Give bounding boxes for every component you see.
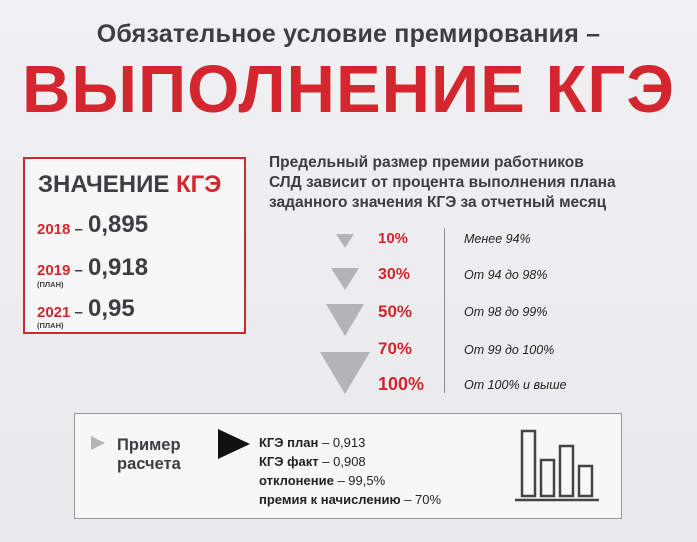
kge-row-year: 2019 – <box>37 262 83 279</box>
example-value: – 0,913 <box>321 435 366 450</box>
kge-value: 0,95 <box>88 295 135 322</box>
black-triangle-arrow-icon <box>218 429 250 459</box>
completion-range: От 98 до 99% <box>464 305 548 319</box>
example-key: отклонение <box>259 473 334 488</box>
year-dash: – <box>74 262 83 279</box>
example-key: КГЭ план <box>259 435 319 450</box>
kge-value: 0,918 <box>88 254 149 281</box>
description-line: заданного значения КГЭ за отчетный месяц <box>269 194 607 211</box>
example-line: КГЭ план – 0,913 <box>259 435 365 450</box>
description-line: СЛД зависит от процента выполнения плана <box>269 174 616 191</box>
small-triangle-arrow-icon <box>91 436 105 450</box>
completion-range: От 94 до 98% <box>464 268 548 282</box>
year-label: 2019 <box>37 262 71 279</box>
divider <box>444 228 445 393</box>
triangle-icon <box>336 234 354 248</box>
bonus-description: Предельный размер премии работников СЛД … <box>269 153 689 213</box>
year-label: 2021 <box>37 304 71 321</box>
bonus-percent: 10% <box>378 230 409 247</box>
bonus-percent: 70% <box>378 339 413 358</box>
year-dash: – <box>74 221 83 238</box>
completion-range: Менее 94% <box>464 232 531 246</box>
triangle-icon <box>326 304 364 336</box>
example-value: – 70% <box>404 492 442 507</box>
example-line: премия к начислению – 70% <box>259 492 441 507</box>
kge-row-year: 2018 – <box>37 221 83 238</box>
page-title: ВЫПОЛНЕНИЕ КГЭ <box>21 52 676 127</box>
kge-heading-accent: КГЭ <box>176 171 222 198</box>
year-dash: – <box>74 304 83 321</box>
subtitle: Обязательное условие премирования – <box>96 20 601 48</box>
example-label-line: Пример <box>117 436 181 454</box>
example-key: КГЭ факт <box>259 454 319 469</box>
example-label: Пример расчета <box>117 436 181 474</box>
bonus-percent: 50% <box>378 302 413 321</box>
kge-value: 0,895 <box>88 211 149 238</box>
bonus-percent: 100% <box>378 374 425 394</box>
kge-row-year: 2021 – <box>37 304 83 321</box>
triangle-icon <box>331 268 359 290</box>
example-line: КГЭ факт – 0,908 <box>259 454 366 469</box>
kge-values-panel: ЗНАЧЕНИЕ КГЭ 2018 – 0,895 2019 – (ПЛАН) … <box>23 157 246 334</box>
plan-note: (ПЛАН) <box>37 321 64 330</box>
example-line: отклонение – 99,5% <box>259 473 385 488</box>
example-value: – 99,5% <box>337 473 386 488</box>
plan-note: (ПЛАН) <box>37 280 64 289</box>
bonus-percent: 30% <box>378 266 411 283</box>
example-label-line: расчета <box>117 455 181 473</box>
kge-heading: ЗНАЧЕНИЕ КГЭ <box>38 171 221 199</box>
completion-range: От 100% и выше <box>464 378 567 392</box>
triangle-icon <box>320 352 370 394</box>
description-line: Предельный размер премии работников <box>269 154 584 171</box>
example-key: премия к начислению <box>259 492 401 507</box>
calculation-example-panel: Пример расчета КГЭ план – 0,913 КГЭ факт… <box>74 413 622 519</box>
completion-range: От 99 до 100% <box>464 343 555 357</box>
year-label: 2018 <box>37 221 71 238</box>
example-value: – 0,908 <box>322 454 366 469</box>
bar-chart-icon <box>515 429 599 502</box>
kge-heading-main: ЗНАЧЕНИЕ <box>38 171 170 198</box>
